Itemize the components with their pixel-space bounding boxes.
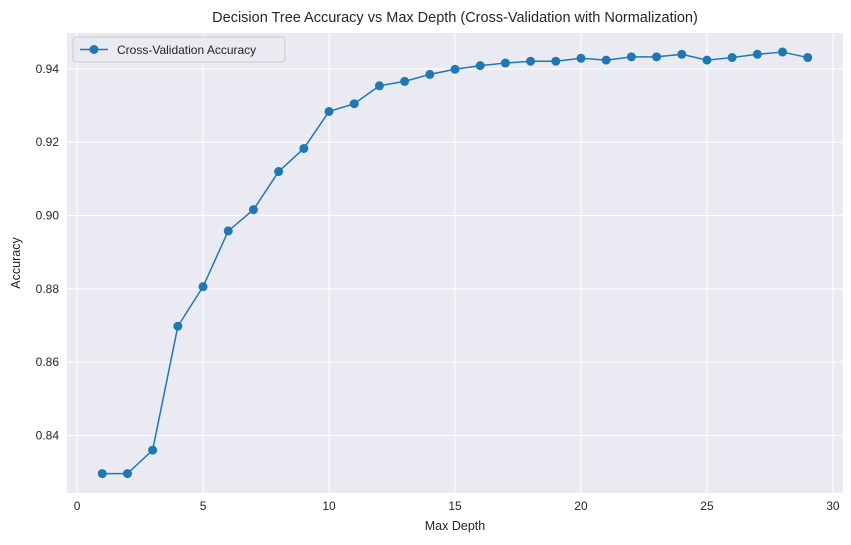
y-tick-label: 0.86 [36, 355, 60, 369]
x-tick-label: 20 [574, 499, 588, 513]
x-axis-label: Max Depth [425, 519, 485, 533]
data-point [349, 99, 359, 109]
data-point [324, 106, 334, 116]
y-axis-label: Accuracy [9, 237, 23, 289]
y-tick-label: 0.92 [36, 135, 60, 149]
data-point [778, 47, 788, 57]
x-tick-label: 10 [322, 499, 336, 513]
data-point [576, 53, 586, 63]
y-axis-ticks: 0.84 0.86 0.88 0.90 0.92 0.94 [36, 62, 60, 443]
data-point [652, 52, 662, 62]
legend-series-label: Cross-Validation Accuracy [117, 43, 256, 57]
data-point [425, 69, 435, 79]
x-tick-label: 5 [200, 499, 207, 513]
legend-frame [72, 36, 286, 63]
data-point [97, 469, 107, 479]
data-point [274, 167, 284, 177]
data-point [198, 282, 208, 292]
data-point [526, 56, 536, 66]
x-tick-label: 0 [74, 499, 81, 513]
chart-title: Decision Tree Accuracy vs Max Depth (Cro… [212, 10, 698, 26]
x-tick-label: 30 [826, 499, 840, 513]
data-point [400, 76, 410, 86]
data-point [223, 226, 233, 236]
x-tick-label: 15 [448, 499, 462, 513]
data-point [248, 205, 258, 215]
series-layer [97, 47, 813, 479]
data-point [500, 58, 510, 68]
data-point [551, 56, 561, 66]
data-point [148, 445, 158, 455]
y-tick-label: 0.88 [36, 282, 60, 296]
y-tick-label: 0.94 [36, 62, 60, 76]
data-point [475, 61, 485, 71]
x-axis-ticks: 0 5 10 15 20 25 30 [74, 499, 840, 513]
data-point [173, 321, 183, 331]
data-point [677, 49, 687, 59]
data-point [601, 55, 611, 65]
y-tick-label: 0.84 [36, 428, 60, 442]
data-point [450, 64, 460, 74]
data-point [122, 469, 132, 479]
legend-series-marker [89, 45, 99, 54]
x-tick-label: 25 [700, 499, 714, 513]
legend: Cross-Validation Accuracy [72, 36, 286, 63]
data-point [374, 81, 384, 91]
data-point [626, 52, 636, 62]
data-point [752, 49, 762, 59]
data-point [803, 53, 813, 63]
data-point [702, 55, 712, 65]
data-point [299, 143, 309, 153]
y-tick-label: 0.90 [36, 209, 60, 223]
data-point [727, 53, 737, 63]
